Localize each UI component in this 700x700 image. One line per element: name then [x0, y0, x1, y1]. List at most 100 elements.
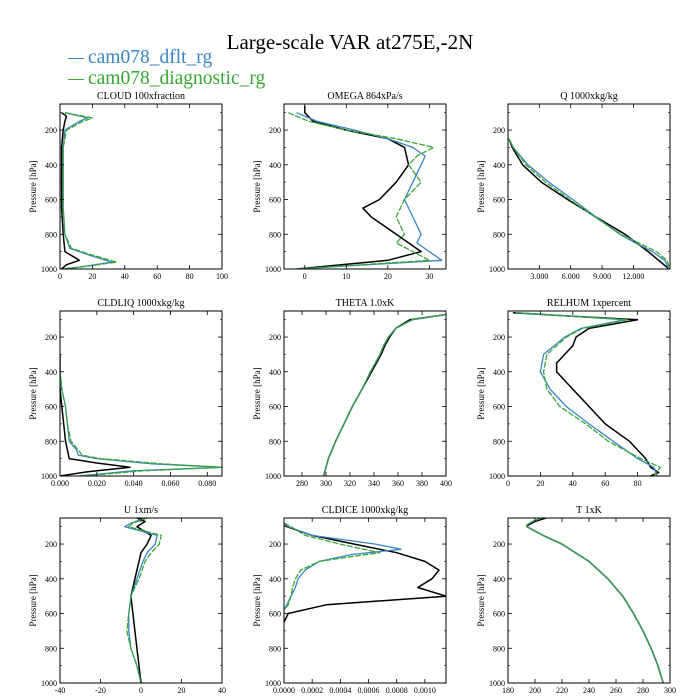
x-tick-label: 9.000: [593, 272, 611, 281]
y-axis-label: Pressure [hPa]: [252, 367, 262, 419]
plot-frame: [283, 310, 447, 477]
y-tick-label: 1000: [265, 679, 281, 688]
series-line-cam078_diagnostic_rg: [526, 518, 664, 683]
x-tick-label: 200: [529, 686, 541, 695]
panel-title: OMEGA 864xPa/s: [327, 91, 402, 102]
y-axis-label: Pressure [hPa]: [476, 574, 486, 626]
x-tick-label: 60: [153, 272, 161, 281]
y-tick-label: 600: [493, 196, 505, 205]
y-tick-label: 400: [269, 161, 281, 170]
x-tick-label: 280: [637, 686, 649, 695]
series-line-cam078_dflt_rg: [296, 112, 443, 269]
x-tick-label: 380: [416, 479, 428, 488]
x-tick-label: 0.0010: [414, 686, 436, 695]
x-tick-label: 0: [58, 272, 62, 281]
y-tick-label: 800: [493, 644, 505, 653]
panel-6: U 1xm/s Pressure [hPa] -40 -20 0 20 40 200 400 60…: [28, 505, 226, 695]
x-tick-label: 0.0002: [301, 686, 323, 695]
plot-frame: [283, 103, 447, 270]
x-tick-label: 80: [634, 479, 642, 488]
x-tick-label: 220: [556, 686, 568, 695]
series-line-cam078_dflt_rg: [516, 312, 658, 476]
x-tick-label: 0.020: [88, 479, 106, 488]
y-tick-label: 400: [269, 368, 281, 377]
panel-title: CLOUD 100xfraction: [97, 91, 185, 102]
plot-frame: [507, 103, 671, 270]
y-axis-label: Pressure [hPa]: [28, 367, 38, 419]
y-axis-label: Pressure [hPa]: [476, 160, 486, 212]
x-tick-label: 180: [502, 686, 514, 695]
y-tick-label: 200: [269, 540, 281, 549]
x-tick-label: -40: [55, 686, 66, 695]
x-tick-label: 20: [178, 686, 186, 695]
x-tick-label: 40: [569, 479, 577, 488]
y-tick-label: 1000: [41, 679, 57, 688]
y-tick-label: 600: [269, 196, 281, 205]
plot-frame: [283, 517, 447, 684]
y-axis-label: Pressure [hPa]: [28, 574, 38, 626]
y-tick-label: 400: [493, 161, 505, 170]
legend-swatch-dflt: [68, 58, 84, 60]
y-tick-label: 800: [269, 644, 281, 653]
series-line-obs: [296, 105, 422, 269]
x-tick-label: 400: [440, 479, 452, 488]
legend-label-dflt: cam078_dflt_rg: [88, 47, 213, 68]
x-tick-label: 0.0006: [358, 686, 380, 695]
series-line-cam078_diagnostic_rg: [126, 518, 162, 683]
x-tick-label: 0: [303, 272, 307, 281]
x-tick-label: 80: [186, 272, 194, 281]
y-axis-label: Pressure [hPa]: [252, 160, 262, 212]
x-tick-label: 300: [320, 479, 332, 488]
series-line-obs: [512, 311, 660, 476]
y-tick-label: 800: [493, 230, 505, 239]
x-tick-label: 0.000: [51, 479, 69, 488]
x-tick-label: 20: [88, 272, 96, 281]
x-tick-label: 320: [344, 479, 356, 488]
series-line-obs: [60, 354, 131, 476]
y-tick-label: 1000: [265, 472, 281, 481]
y-tick-label: 800: [269, 437, 281, 446]
legend-item-diagnostic: cam078_diagnostic_rg: [68, 68, 265, 90]
y-tick-label: 1000: [489, 265, 505, 274]
x-tick-label: 0.0000: [273, 686, 295, 695]
y-axis-label: Pressure [hPa]: [476, 367, 486, 419]
series-line-obs: [526, 518, 665, 683]
panel-title: U 1xm/s: [124, 505, 158, 516]
x-tick-label: 40: [121, 272, 129, 281]
y-tick-label: 200: [269, 126, 281, 135]
x-tick-label: 0: [506, 479, 510, 488]
panel-8: T 1xK Pressure [hPa] 180 200 220 240 260 280 300…: [476, 505, 676, 695]
panel-3: CLDLIQ 1000xkg/kg Pressure [hPa] 0.000 0.02…: [28, 298, 223, 488]
y-tick-label: 800: [493, 437, 505, 446]
panel-5: RELHUM 1xpercent Pressure [hPa] 0 20 40 60 80 2…: [476, 298, 671, 488]
plot-frame: [59, 310, 223, 477]
series-line-cam078_dflt_rg: [526, 518, 664, 683]
x-tick-label: 0.060: [161, 479, 179, 488]
y-tick-label: 1000: [489, 679, 505, 688]
series-line-cam078_diagnostic_rg: [508, 138, 670, 269]
series-line-cam078_dflt_rg: [284, 522, 402, 611]
x-tick-label: 280: [296, 479, 308, 488]
series-line-cam078_diagnostic_rg: [62, 112, 118, 269]
y-tick-label: 600: [493, 403, 505, 412]
y-tick-label: 400: [269, 575, 281, 584]
y-tick-label: 1000: [265, 265, 281, 274]
y-tick-label: 600: [45, 610, 57, 619]
y-tick-label: 600: [269, 610, 281, 619]
y-tick-label: 600: [493, 610, 505, 619]
x-tick-label: 0.080: [198, 479, 216, 488]
x-tick-label: 20: [384, 272, 392, 281]
series-line-obs: [508, 138, 670, 269]
x-tick-label: 260: [610, 686, 622, 695]
x-tick-label: 40: [218, 686, 226, 695]
plot-frame: [59, 517, 223, 684]
x-tick-label: 60: [601, 479, 609, 488]
y-tick-label: 200: [45, 333, 57, 342]
series-line-cam078_dflt_rg: [322, 313, 446, 476]
y-tick-label: 800: [45, 437, 57, 446]
y-axis-label: Pressure [hPa]: [28, 160, 38, 212]
y-tick-label: 200: [493, 540, 505, 549]
series-line-cam078_diagnostic_rg: [516, 312, 661, 476]
y-tick-label: 1000: [41, 472, 57, 481]
